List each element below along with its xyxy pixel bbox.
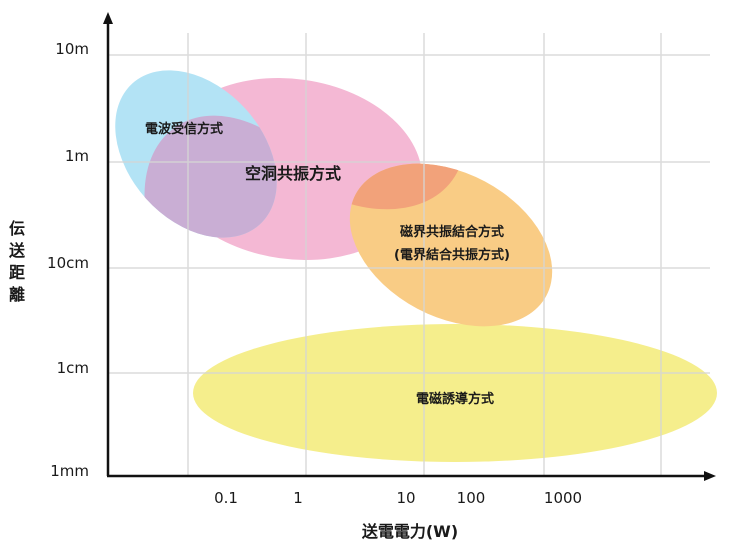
y-tick-1mm: 1mm <box>50 462 89 480</box>
label-cavity: 空洞共振方式 <box>245 164 341 183</box>
regions <box>115 70 717 462</box>
label-induction: 電磁誘導方式 <box>416 391 494 407</box>
label-magnetic-line1: 磁界共振結合方式 <box>400 224 504 240</box>
x-tick-labels: 0.1 1 10 100 1000 <box>214 489 582 507</box>
y-axis-title-char: 伝 <box>9 219 25 238</box>
axes <box>103 12 716 481</box>
y-tick-labels: 10m 1m 10cm 1cm 1mm <box>47 40 89 480</box>
grid <box>108 33 710 476</box>
region-induction <box>193 324 717 462</box>
y-tick-1m: 1m <box>65 147 89 165</box>
x-tick-1: 1 <box>293 489 303 507</box>
y-axis-arrow-icon <box>103 12 113 24</box>
region-labels: 電波受信方式 空洞共振方式 磁界共振結合方式 (電界結合共振方式) 電磁誘導方式 <box>145 121 510 407</box>
x-axis-arrow-icon <box>704 471 716 481</box>
y-axis-title-char: 送 <box>8 241 26 260</box>
x-tick-10: 10 <box>396 489 415 507</box>
x-tick-0.1: 0.1 <box>214 489 238 507</box>
y-axis-title-char: 距 <box>9 263 25 282</box>
x-tick-1000: 1000 <box>544 489 582 507</box>
y-axis-title-char: 離 <box>9 285 25 304</box>
y-tick-10cm: 10cm <box>47 254 89 272</box>
y-tick-1cm: 1cm <box>57 359 89 377</box>
x-tick-100: 100 <box>457 489 486 507</box>
y-axis-title: 伝 送 距 離 <box>8 219 26 304</box>
label-radio: 電波受信方式 <box>145 121 223 137</box>
label-magnetic-line2: (電界結合共振方式) <box>394 247 510 263</box>
y-tick-10m: 10m <box>55 40 89 58</box>
x-axis-title: 送電電力(W) <box>361 522 458 541</box>
